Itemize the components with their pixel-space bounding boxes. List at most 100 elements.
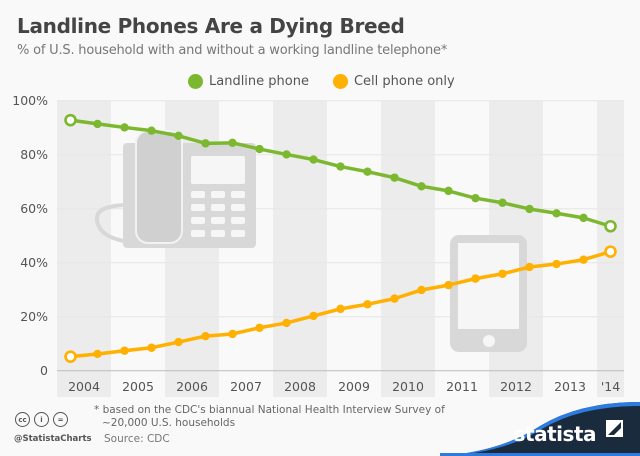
keypad-key bbox=[231, 191, 245, 198]
smartphone-icon bbox=[450, 235, 527, 352]
landline-phone-icon bbox=[94, 130, 256, 248]
data-point bbox=[471, 274, 480, 283]
keypad-key bbox=[191, 230, 205, 237]
legend-swatch-cell bbox=[332, 74, 348, 89]
data-point bbox=[417, 182, 426, 191]
legend: Landline phone Cell phone only bbox=[188, 74, 455, 89]
x-tick-label: 2008 bbox=[284, 379, 316, 394]
data-point bbox=[498, 269, 507, 278]
data-point bbox=[604, 245, 617, 258]
y-tick-label: 100% bbox=[12, 93, 48, 108]
source: Source: CDC bbox=[104, 433, 170, 445]
y-tick-label: 80% bbox=[20, 147, 48, 162]
x-tick-label: 2010 bbox=[392, 379, 424, 394]
keypad-key bbox=[231, 230, 245, 237]
y-tick-label: 0 bbox=[40, 363, 48, 378]
data-point bbox=[525, 204, 534, 214]
year-band bbox=[273, 100, 327, 397]
keypad-key bbox=[211, 230, 225, 237]
data-point bbox=[309, 311, 318, 321]
legend-item-cell: Cell phone only bbox=[332, 74, 455, 89]
x-tick-label: '14 bbox=[601, 379, 620, 394]
year-band bbox=[381, 100, 435, 397]
year-band bbox=[57, 100, 111, 397]
data-point bbox=[552, 259, 561, 269]
data-point bbox=[255, 323, 264, 332]
keypad-key bbox=[191, 204, 205, 211]
nd-icon: = bbox=[53, 412, 68, 427]
data-point bbox=[64, 350, 77, 363]
y-tick-label: 40% bbox=[20, 255, 48, 270]
legend-label: Cell phone only bbox=[353, 74, 455, 89]
x-tick-label: 2007 bbox=[230, 379, 262, 394]
data-point bbox=[93, 349, 102, 359]
series-cell-phone-only bbox=[64, 245, 617, 363]
data-point bbox=[444, 186, 453, 196]
data-point bbox=[444, 280, 453, 290]
data-point bbox=[147, 343, 156, 352]
data-point bbox=[201, 331, 210, 341]
data-point bbox=[336, 304, 345, 314]
y-tick-label: 20% bbox=[20, 309, 48, 324]
data-point bbox=[579, 255, 588, 264]
data-point bbox=[363, 167, 372, 176]
cc-icon: cc bbox=[15, 412, 30, 427]
x-tick-label: 2012 bbox=[500, 379, 532, 394]
data-point bbox=[336, 162, 345, 171]
data-point bbox=[228, 329, 237, 339]
data-point bbox=[471, 193, 480, 203]
data-point bbox=[174, 337, 183, 347]
y-tick-label: 60% bbox=[20, 201, 48, 216]
x-tick-label: 2005 bbox=[122, 379, 154, 394]
x-tick-label: 2011 bbox=[446, 379, 478, 394]
data-point bbox=[498, 198, 507, 207]
data-point bbox=[120, 346, 129, 355]
keypad-key bbox=[191, 191, 205, 198]
data-point bbox=[93, 119, 102, 129]
year-band bbox=[543, 100, 597, 397]
data-point bbox=[390, 173, 399, 182]
legend-item-landline: Landline phone bbox=[188, 74, 309, 89]
data-point bbox=[309, 155, 318, 164]
chart-subtitle: % of U.S. household with and without a w… bbox=[17, 43, 448, 58]
footnote: * based on the CDC's biannual National H… bbox=[94, 404, 445, 430]
keypad-key bbox=[211, 204, 225, 211]
data-point bbox=[282, 150, 291, 159]
data-point bbox=[201, 139, 210, 148]
data-point bbox=[228, 138, 237, 148]
data-point bbox=[174, 131, 183, 140]
data-point bbox=[255, 144, 264, 154]
x-tick-label: 2013 bbox=[554, 379, 586, 394]
x-tick-label: 2004 bbox=[68, 379, 100, 394]
keypad-key bbox=[211, 191, 225, 198]
footnote-line: ~20,000 U.S. households bbox=[102, 417, 236, 429]
legend-label: Landline phone bbox=[209, 74, 309, 89]
footnote-line: * based on the CDC's biannual National H… bbox=[94, 404, 445, 416]
keypad-key bbox=[231, 204, 245, 211]
statista-logo-band bbox=[440, 402, 640, 456]
keypad-key bbox=[191, 217, 205, 224]
data-point bbox=[64, 113, 77, 127]
legend-swatch-landline bbox=[188, 74, 203, 89]
data-point bbox=[525, 262, 534, 272]
year-band bbox=[327, 100, 381, 397]
data-point bbox=[579, 213, 588, 223]
data-point bbox=[552, 209, 561, 218]
keypad-key bbox=[231, 217, 245, 224]
x-tick-label: 2006 bbox=[176, 379, 208, 394]
twitter-handle: @StatistaCharts bbox=[14, 434, 92, 444]
license-icons: cc i = bbox=[15, 412, 68, 427]
x-tick-label: 2009 bbox=[338, 379, 370, 394]
data-point bbox=[282, 318, 291, 328]
data-point bbox=[147, 126, 156, 135]
series-landline-phone bbox=[64, 113, 617, 233]
data-point bbox=[604, 219, 617, 233]
data-point bbox=[390, 294, 399, 303]
data-point bbox=[363, 300, 372, 309]
chart-title: Landline Phones Are a Dying Breed bbox=[17, 14, 405, 38]
statista-logo: statista bbox=[513, 422, 597, 446]
keypad-key bbox=[211, 217, 225, 224]
data-point bbox=[120, 123, 129, 132]
by-icon: i bbox=[34, 412, 49, 427]
